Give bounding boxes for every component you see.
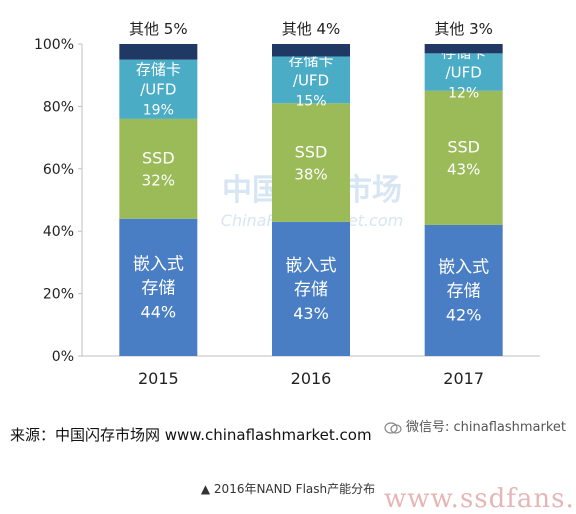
bar-segment: [119, 218, 198, 356]
data-label: 其他 5%: [129, 20, 188, 38]
data-label: 43%: [293, 304, 329, 323]
data-label: 12%: [448, 85, 479, 101]
bar-segment: [119, 44, 198, 60]
bar-segment: [119, 118, 198, 219]
data-label: 38%: [294, 165, 327, 183]
figure-caption: ▲ 2016年NAND Flash产能分布: [200, 482, 376, 496]
series-label: 嵌入式: [286, 256, 337, 276]
bar-segment: [272, 221, 350, 356]
series-label: /UFD: [140, 81, 176, 99]
data-label: 其他 4%: [282, 20, 341, 38]
wechat-icon: [384, 421, 402, 434]
wechat-text: 微信号: chinaflashmarket: [406, 420, 567, 435]
wechat-id: 微信号: chinaflashmarket: [384, 416, 566, 435]
y-tick-label: 40%: [43, 224, 74, 240]
bar-segment: [272, 103, 350, 222]
series-label: 存储: [294, 280, 328, 300]
data-label: 其他 3%: [434, 20, 493, 38]
y-tick-label: 0%: [52, 349, 74, 365]
stacked-bar-chart: 中国闪存市场ChinaFlashMarket.com0%20%40%60%80%…: [34, 20, 540, 388]
series-label: 嵌入式: [133, 254, 184, 274]
bar-segment: [424, 53, 503, 91]
bar-segment: [119, 59, 198, 119]
bar-segment: [272, 44, 350, 57]
y-tick-label: 20%: [43, 287, 74, 303]
series-label: 存储: [141, 278, 175, 298]
series-label: SSD: [447, 138, 480, 157]
series-label: /UFD: [446, 63, 482, 81]
series-label: SSD: [142, 149, 175, 168]
data-label: 19%: [143, 103, 174, 119]
site-watermark: www.ssdfans.com: [384, 484, 576, 514]
data-label: 42%: [446, 306, 482, 325]
y-tick-label: 100%: [34, 37, 74, 53]
y-tick-label: 60%: [43, 162, 74, 178]
series-label: SSD: [295, 142, 328, 161]
bar-segment: [424, 44, 503, 54]
x-tick-label: 2017: [443, 369, 484, 388]
series-label: 嵌入式: [438, 258, 489, 278]
bar-segment: [272, 56, 350, 104]
bar-segment: [424, 90, 503, 225]
bar-segment: [424, 224, 503, 356]
x-tick-label: 2015: [138, 369, 179, 388]
y-tick-label: 80%: [43, 99, 74, 115]
source-text: 来源：中国闪存市场网 www.chinaflashmarket.com: [10, 426, 372, 444]
data-label: 32%: [142, 172, 175, 190]
series-label: 存储卡: [136, 61, 181, 79]
data-label: 15%: [295, 93, 326, 109]
series-label: /UFD: [293, 71, 329, 89]
data-label: 44%: [141, 302, 177, 321]
x-tick-label: 2016: [291, 369, 332, 388]
data-label: 43%: [447, 161, 480, 179]
series-label: 存储: [447, 282, 481, 302]
